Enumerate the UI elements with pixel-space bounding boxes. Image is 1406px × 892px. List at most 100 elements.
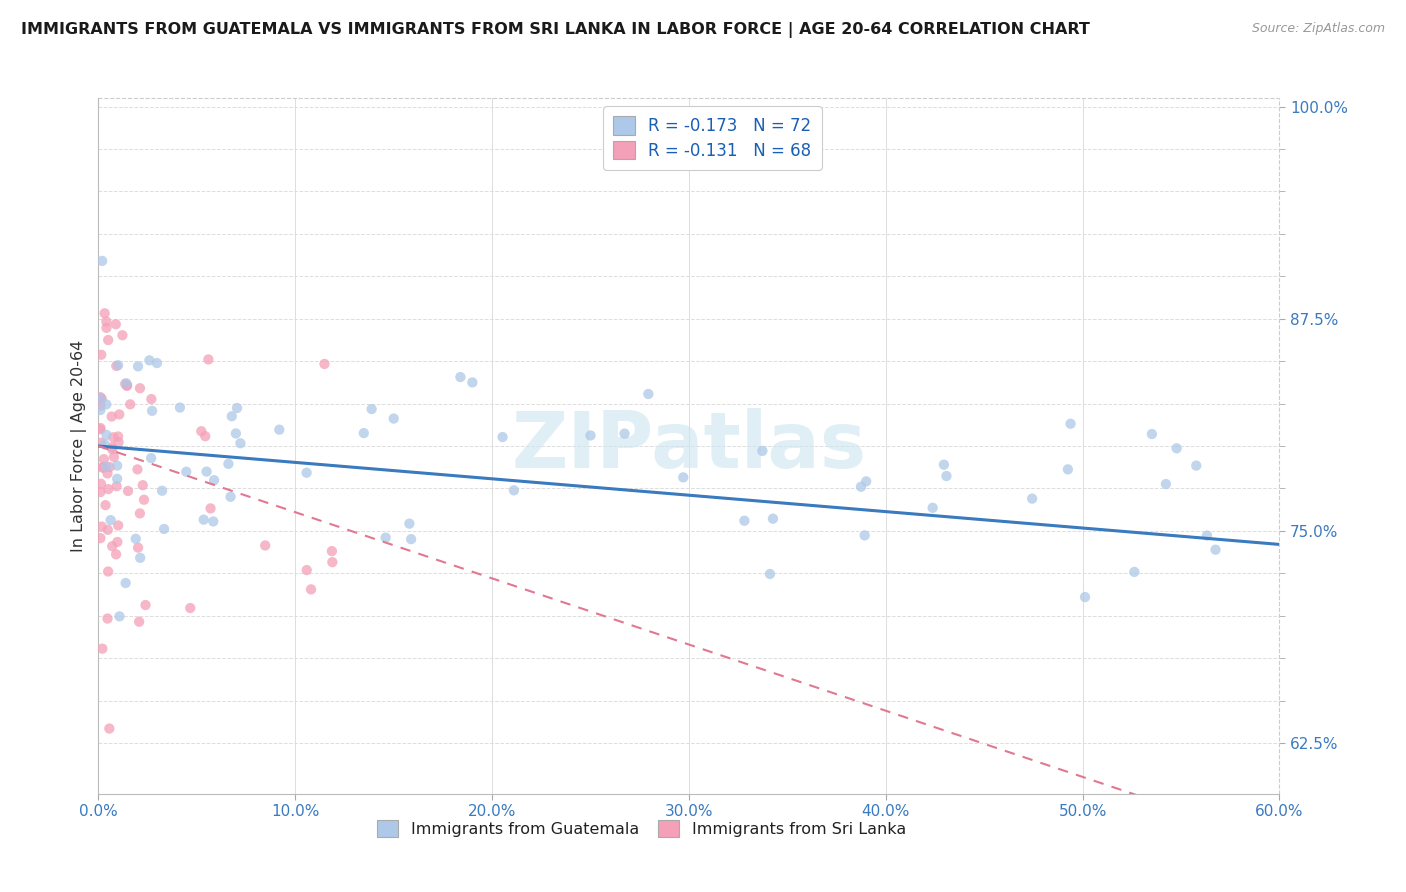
Point [98, 460, 121, 475]
Point [129, 381, 152, 395]
Point [105, 479, 128, 493]
Point [1166, 442, 1188, 456]
Point [672, 470, 695, 484]
Point [107, 435, 129, 450]
Point [90, 392, 112, 406]
Point [1185, 458, 1208, 473]
Point [399, 532, 422, 546]
Text: ZIPatlas: ZIPatlas [512, 408, 866, 484]
Point [107, 429, 129, 443]
Point [91, 253, 114, 268]
Point [107, 518, 129, 533]
Point [1021, 491, 1043, 506]
Point [269, 423, 291, 437]
Point [579, 428, 602, 442]
Point [89, 403, 111, 417]
Point [90, 348, 112, 362]
Point [104, 317, 127, 331]
Text: IMMIGRANTS FROM GUATEMALA VS IMMIGRANTS FROM SRI LANKA IN LABOR FORCE | AGE 20-6: IMMIGRANTS FROM GUATEMALA VS IMMIGRANTS … [21, 22, 1090, 38]
Point [1123, 565, 1146, 579]
Point [226, 401, 249, 415]
Point [190, 424, 212, 438]
Point [91, 641, 114, 656]
Point [762, 512, 785, 526]
Y-axis label: In Labor Force | Age 20-64: In Labor Force | Age 20-64 [72, 340, 87, 552]
Point [855, 475, 877, 489]
Point [94, 498, 117, 512]
Point [195, 465, 218, 479]
Point [129, 550, 152, 565]
Point [90, 519, 112, 533]
Point [194, 429, 217, 443]
Point [200, 501, 222, 516]
Point [849, 480, 872, 494]
Point [132, 478, 155, 492]
Point [108, 609, 131, 624]
Point [217, 457, 239, 471]
Point [120, 397, 142, 411]
Point [97, 523, 120, 537]
Point [449, 370, 471, 384]
Point [382, 411, 405, 425]
Point [105, 535, 128, 549]
Point [153, 522, 176, 536]
Point [115, 378, 138, 392]
Point [150, 483, 173, 498]
Point [174, 465, 197, 479]
Point [114, 576, 136, 591]
Point [96, 459, 118, 474]
Point [114, 376, 136, 391]
Point [1057, 462, 1080, 476]
Point [141, 404, 163, 418]
Point [127, 541, 149, 555]
Point [353, 426, 375, 441]
Point [108, 408, 131, 422]
Point [374, 531, 396, 545]
Point [202, 515, 225, 529]
Point [91, 461, 114, 475]
Text: Source: ZipAtlas.com: Source: ZipAtlas.com [1251, 22, 1385, 36]
Point [94, 437, 117, 451]
Point [295, 466, 318, 480]
Point [89, 390, 111, 404]
Point [314, 357, 336, 371]
Point [491, 430, 513, 444]
Point [146, 356, 169, 370]
Point [132, 492, 155, 507]
Point [193, 513, 215, 527]
Point [637, 387, 659, 401]
Point [93, 452, 115, 467]
Point [96, 321, 118, 335]
Point [90, 476, 112, 491]
Point [179, 601, 201, 615]
Point [197, 352, 219, 367]
Point [321, 555, 343, 569]
Point [100, 409, 122, 424]
Point [139, 451, 162, 466]
Point [98, 722, 121, 736]
Point [169, 401, 191, 415]
Point [321, 544, 343, 558]
Point [295, 563, 318, 577]
Point [89, 531, 111, 545]
Point [125, 532, 148, 546]
Point [89, 422, 111, 436]
Point [105, 547, 128, 561]
Point [138, 353, 160, 368]
Legend: Immigrants from Guatemala, Immigrants from Sri Lanka: Immigrants from Guatemala, Immigrants fr… [370, 812, 914, 845]
Point [105, 472, 128, 486]
Point [91, 460, 114, 475]
Point [101, 442, 124, 457]
Point [97, 565, 120, 579]
Point [299, 582, 322, 597]
Point [96, 315, 118, 329]
Point [759, 566, 782, 581]
Point [853, 528, 876, 542]
Point [117, 483, 139, 498]
Point [93, 306, 115, 320]
Point [101, 539, 124, 553]
Point [219, 490, 242, 504]
Point [89, 421, 111, 435]
Point [932, 458, 955, 472]
Point [1154, 477, 1177, 491]
